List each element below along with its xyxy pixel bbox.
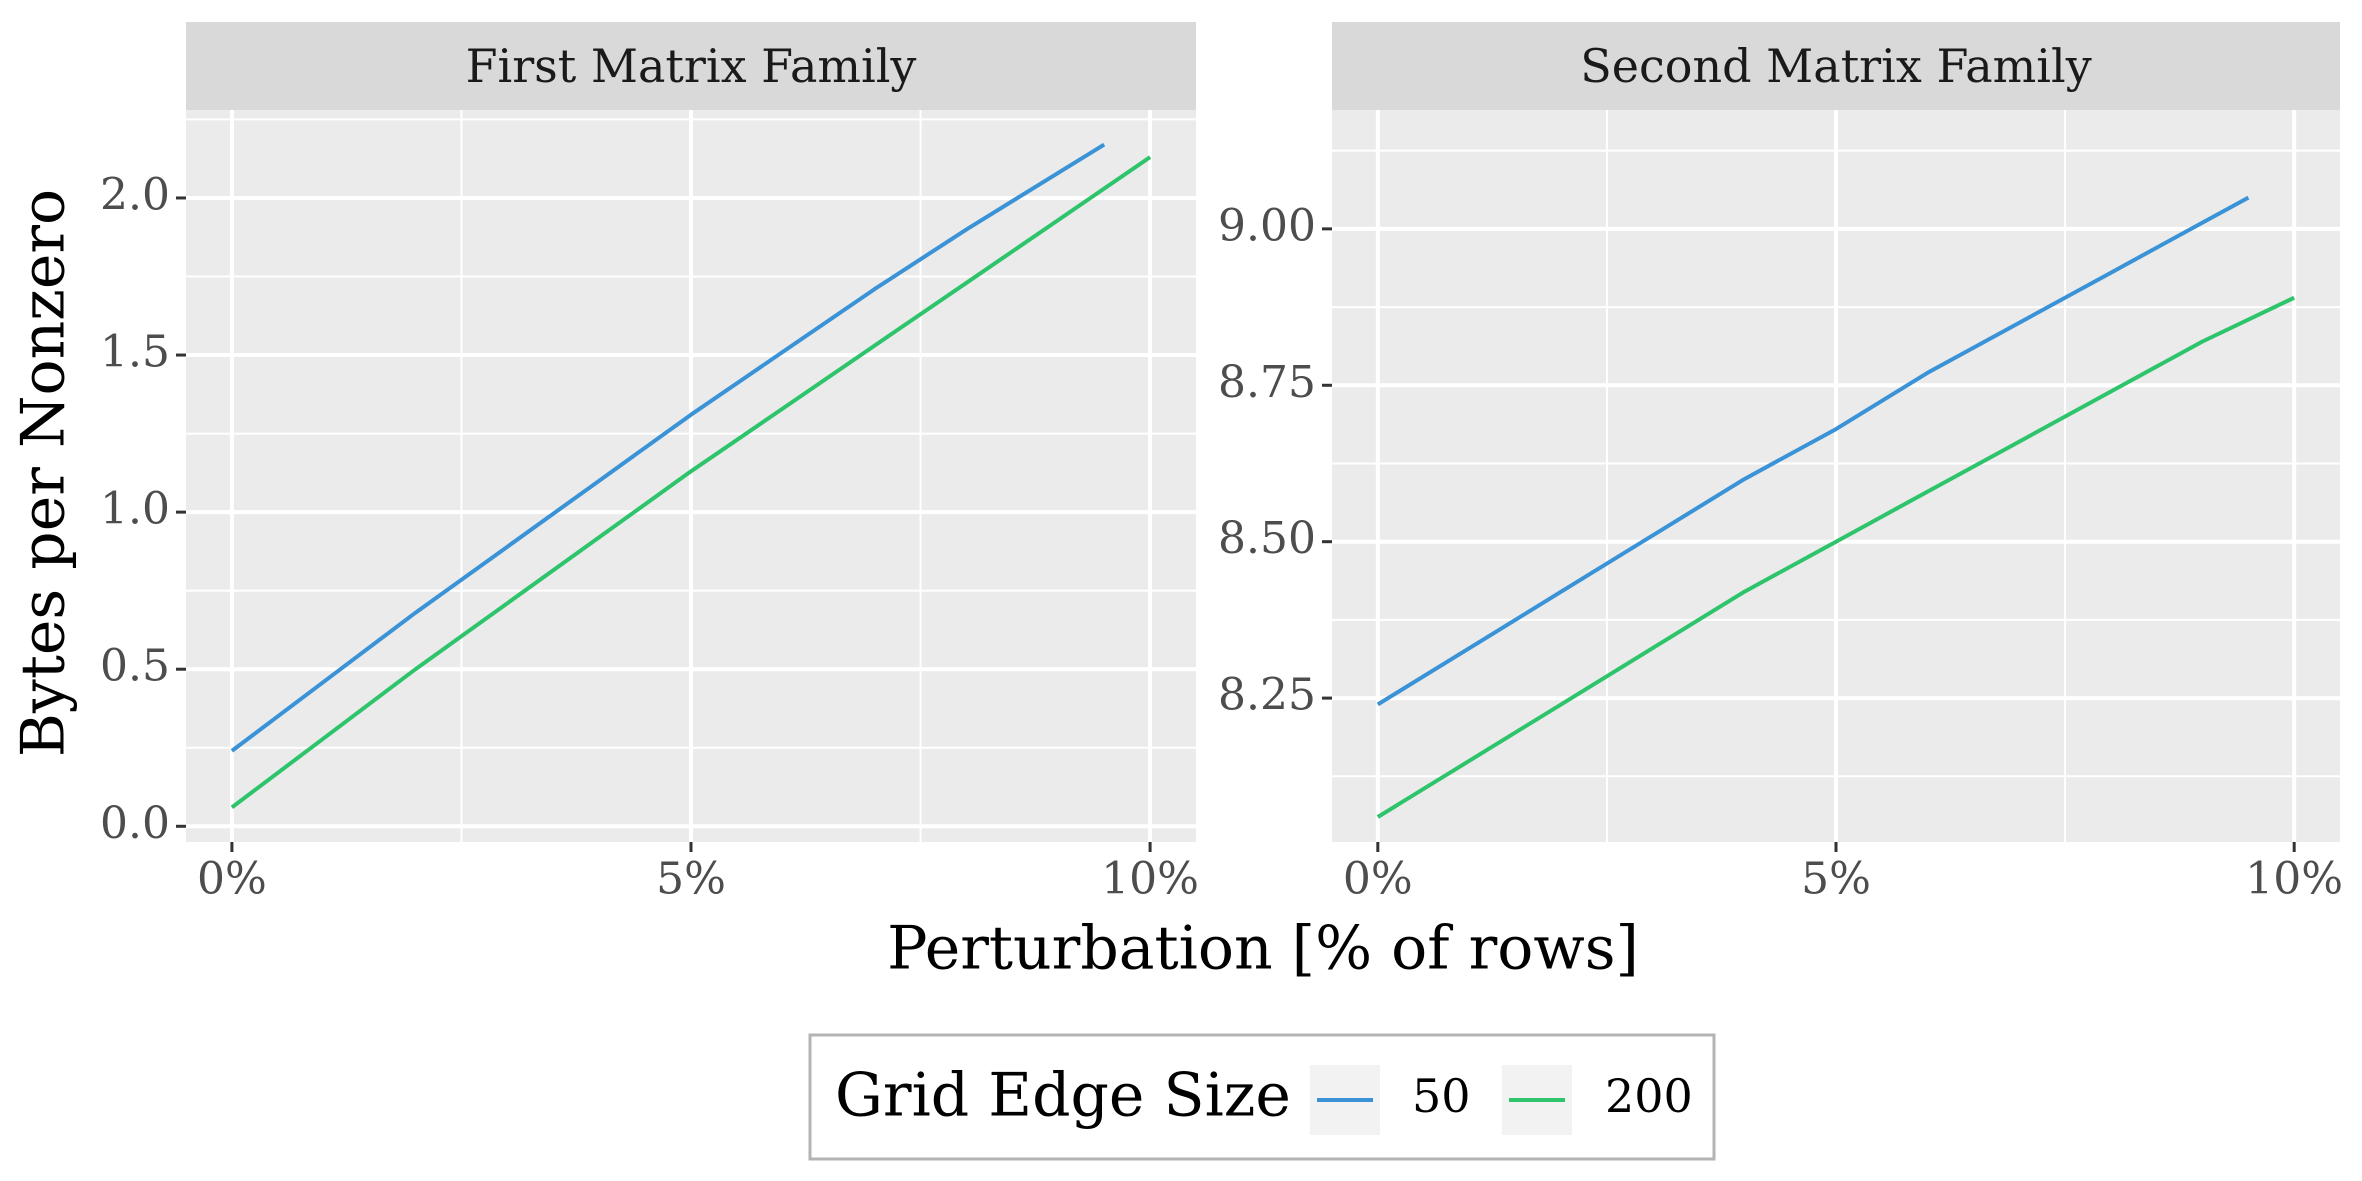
legend: Grid Edge Size 50 200 [808, 1033, 1716, 1161]
y-tick-label: 8.50 [1218, 513, 1316, 564]
x-tick-label: 0% [1343, 854, 1413, 905]
series-line-50 [1376, 195, 2250, 707]
y-tick-label: 0.5 [100, 641, 170, 692]
strip-background [1332, 22, 2340, 110]
x-tick-label: 10% [2245, 854, 2343, 905]
y-tick-label: 1.0 [100, 484, 170, 535]
x-tick-label: 5% [656, 854, 726, 905]
legend-label-200: 200 [1605, 1069, 1693, 1123]
x-tick-label: 5% [1801, 854, 1871, 905]
strip-background [186, 22, 1196, 110]
y-tick-label: 0.0 [100, 798, 170, 849]
legend-item-50: 50 [1310, 1065, 1471, 1135]
legend-title: Grid Edge Size [835, 1061, 1291, 1131]
x-tick-label: 10% [1101, 854, 1199, 905]
y-tick-label: 1.5 [100, 327, 170, 378]
panel-first-matrix-family: First Matrix Family 0.0 0.5 1.0 1.5 2.0 0% 5%… [100, 22, 1199, 905]
x-tick-label: 0% [197, 854, 267, 905]
x-axis-title: Perturbation [% of rows] [887, 914, 1639, 984]
y-axis-title: Bytes per Nonzero [9, 189, 79, 757]
series-line-200 [1376, 295, 2296, 819]
panel-title: Second Matrix Family [1580, 39, 2091, 93]
series-line-200 [230, 155, 1152, 809]
y-tick-label: 8.25 [1218, 670, 1316, 721]
y-tick-label: 2.0 [100, 169, 170, 220]
series-line-50 [230, 142, 1106, 753]
panel-title: First Matrix Family [466, 39, 917, 93]
y-tick-label: 9.00 [1218, 200, 1316, 251]
legend-label-50: 50 [1412, 1069, 1471, 1123]
y-tick-label: 8.75 [1218, 357, 1316, 408]
legend-item-200: 200 [1502, 1065, 1693, 1135]
panel-second-matrix-family: Second Matrix Family 8.25 8.50 8.75 9.00 0%… [1218, 22, 2343, 905]
